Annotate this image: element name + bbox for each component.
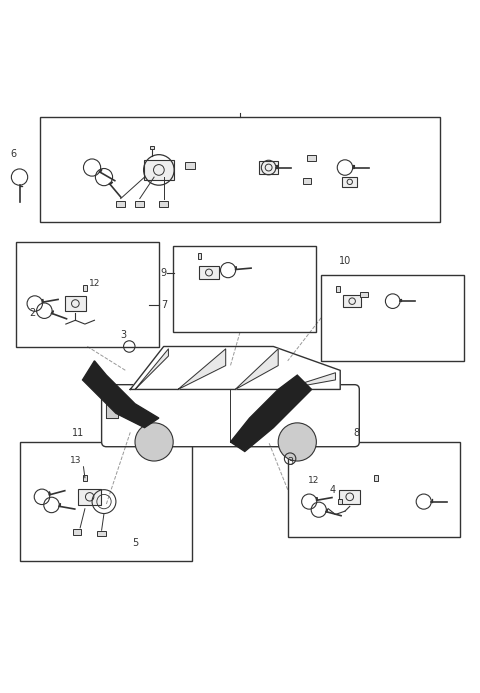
Bar bbox=[144, 160, 174, 180]
Text: 10: 10 bbox=[339, 256, 351, 266]
Bar bbox=[288, 442, 459, 537]
Text: 6: 6 bbox=[10, 148, 16, 159]
Bar bbox=[159, 201, 168, 207]
Polygon shape bbox=[130, 346, 340, 389]
Bar bbox=[336, 286, 340, 292]
Text: 12: 12 bbox=[89, 279, 100, 288]
Bar bbox=[374, 475, 378, 481]
Text: 4: 4 bbox=[330, 485, 336, 495]
FancyBboxPatch shape bbox=[102, 385, 360, 447]
Bar bbox=[39, 117, 441, 222]
Bar bbox=[65, 297, 86, 310]
Text: 11: 11 bbox=[72, 428, 84, 438]
Polygon shape bbox=[107, 404, 118, 418]
Text: 5: 5 bbox=[132, 538, 138, 547]
Bar bbox=[338, 499, 342, 504]
Polygon shape bbox=[83, 361, 159, 428]
Polygon shape bbox=[235, 349, 278, 389]
Polygon shape bbox=[178, 349, 226, 389]
Bar bbox=[302, 178, 311, 184]
Text: 9: 9 bbox=[160, 267, 166, 277]
Bar bbox=[16, 242, 159, 346]
Text: 13: 13 bbox=[70, 457, 81, 466]
Polygon shape bbox=[230, 375, 312, 451]
Polygon shape bbox=[283, 373, 336, 389]
Bar bbox=[259, 161, 278, 174]
Bar bbox=[21, 442, 192, 561]
Bar bbox=[116, 201, 125, 207]
Bar bbox=[150, 146, 154, 149]
Text: 3: 3 bbox=[120, 330, 126, 340]
Text: 7: 7 bbox=[161, 300, 168, 310]
Bar bbox=[307, 155, 316, 161]
Bar bbox=[339, 490, 360, 504]
Bar bbox=[342, 177, 357, 187]
Bar bbox=[78, 489, 101, 505]
Text: 2: 2 bbox=[29, 308, 36, 319]
Bar bbox=[321, 275, 464, 361]
Bar bbox=[185, 161, 195, 168]
Bar bbox=[198, 253, 201, 258]
Polygon shape bbox=[135, 349, 168, 389]
Text: 8: 8 bbox=[354, 428, 360, 438]
Bar bbox=[360, 292, 368, 297]
Bar bbox=[97, 531, 106, 536]
Bar bbox=[72, 529, 81, 534]
Circle shape bbox=[278, 423, 316, 461]
Bar bbox=[135, 201, 144, 207]
Bar bbox=[83, 286, 87, 291]
Bar bbox=[199, 266, 219, 279]
Text: 12: 12 bbox=[308, 477, 320, 486]
Bar bbox=[83, 475, 87, 481]
Circle shape bbox=[135, 423, 173, 461]
Bar bbox=[173, 246, 316, 332]
Bar bbox=[343, 295, 361, 307]
Text: 3: 3 bbox=[287, 457, 293, 467]
